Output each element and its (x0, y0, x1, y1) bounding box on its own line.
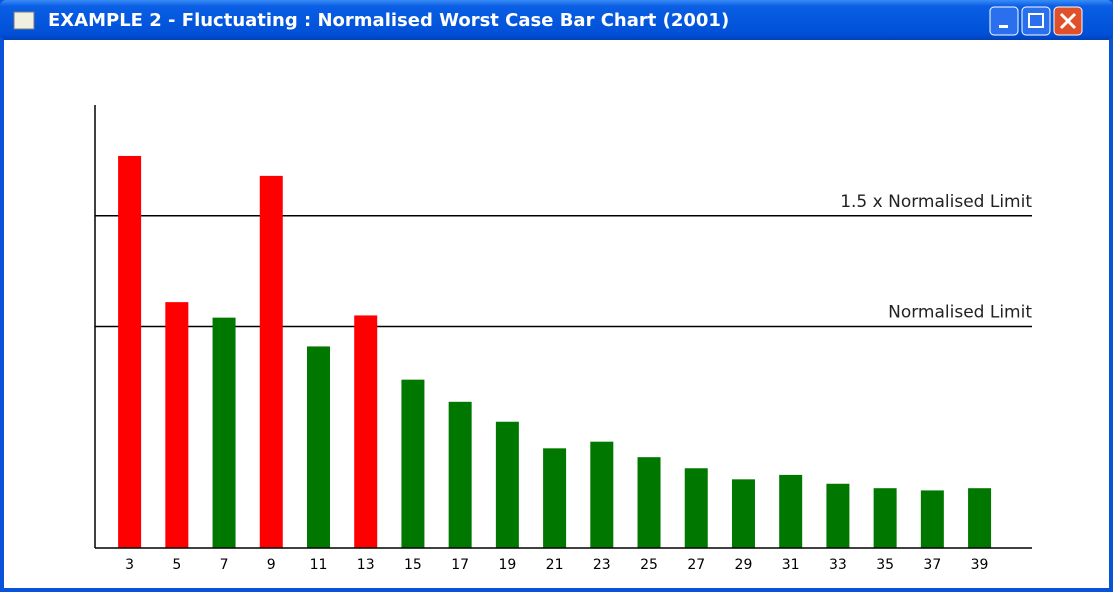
x-tick-label: 21 (546, 557, 564, 573)
bar (684, 468, 708, 548)
bar (401, 379, 425, 548)
bar (826, 483, 850, 548)
x-tick-label: 37 (923, 557, 941, 573)
window-title: EXAMPLE 2 - Fluctuating : Normalised Wor… (48, 10, 729, 31)
bar (259, 175, 283, 548)
x-tick-label: 19 (498, 557, 516, 573)
bar (354, 315, 378, 548)
bar (968, 488, 992, 548)
x-tick-label: 3 (125, 557, 134, 573)
maximize-icon (1028, 13, 1044, 28)
close-icon (1059, 12, 1077, 30)
bar (637, 457, 661, 548)
bar (920, 490, 944, 548)
reference-label: Normalised Limit (888, 303, 1032, 323)
reference-label: 1.5 x Normalised Limit (840, 192, 1032, 212)
app-icon (13, 11, 35, 30)
bar (873, 488, 897, 548)
maximize-button[interactable] (1021, 6, 1051, 36)
bar (165, 302, 189, 548)
x-tick-label: 9 (267, 557, 276, 573)
bar (590, 441, 614, 548)
minimize-icon (999, 25, 1008, 28)
bar (118, 155, 142, 548)
x-tick-label: 27 (687, 557, 705, 573)
bar (495, 421, 519, 548)
x-tick-label: 31 (782, 557, 800, 573)
bar (448, 401, 472, 548)
bar (306, 346, 330, 548)
bar (543, 448, 567, 548)
title-bar (0, 0, 1113, 40)
x-tick-label: 13 (357, 557, 375, 573)
bar (779, 474, 803, 548)
minimize-button[interactable] (989, 6, 1019, 36)
x-tick-label: 17 (451, 557, 469, 573)
x-tick-label: 5 (172, 557, 181, 573)
x-tick-label: 29 (735, 557, 753, 573)
x-tick-label: 25 (640, 557, 658, 573)
bar (212, 317, 236, 548)
x-tick-label: 23 (593, 557, 611, 573)
x-tick-label: 7 (220, 557, 229, 573)
x-tick-label: 35 (876, 557, 894, 573)
x-tick-label: 11 (310, 557, 328, 573)
bar (731, 479, 755, 548)
x-tick-label: 39 (971, 557, 989, 573)
x-tick-label: 15 (404, 557, 422, 573)
x-tick-label: 33 (829, 557, 847, 573)
